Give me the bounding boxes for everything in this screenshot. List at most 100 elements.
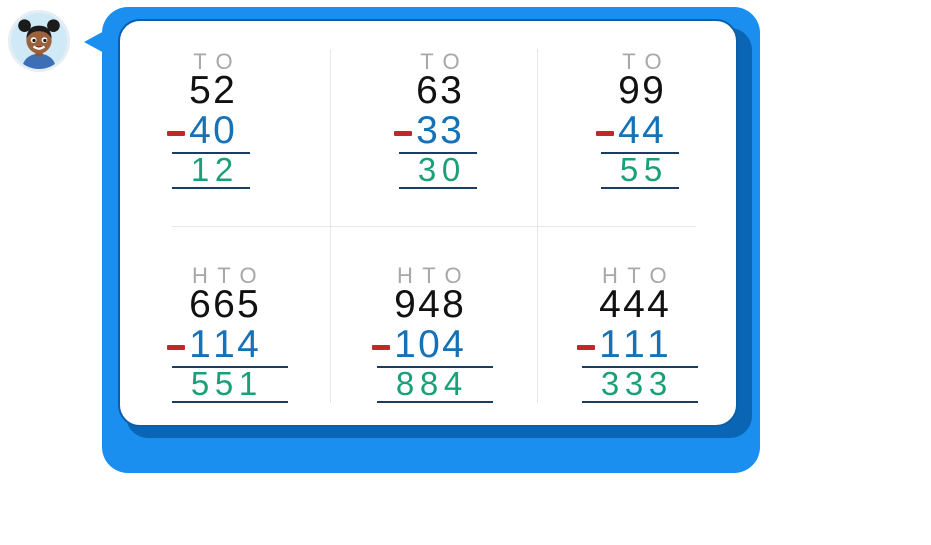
minuend: 6 3 xyxy=(415,69,463,113)
digit: 1 xyxy=(647,323,669,366)
header-tens: T xyxy=(422,263,436,288)
digit: 5 xyxy=(214,365,234,402)
digit: 3 xyxy=(648,365,668,402)
header-hundreds: H xyxy=(192,263,208,288)
place-value-headers: H T O xyxy=(188,263,260,289)
digit: 5 xyxy=(190,365,210,402)
header-ones: O xyxy=(239,263,257,288)
answer-line-bottom xyxy=(377,401,493,403)
digit: 8 xyxy=(395,365,415,402)
difference: 5 5 xyxy=(617,151,665,189)
speech-bubble-tail xyxy=(84,30,106,54)
place-value-headers: T O xyxy=(617,49,665,75)
header-ones: O xyxy=(442,49,460,74)
digit: 8 xyxy=(442,283,464,326)
digit: 1 xyxy=(190,151,210,188)
minuend: 9 9 xyxy=(617,69,665,113)
answer-line-bottom xyxy=(582,401,698,403)
digit: 5 xyxy=(619,151,639,188)
digit: 4 xyxy=(443,365,463,402)
answer-line-bottom xyxy=(172,401,288,403)
digit: 9 xyxy=(618,69,640,112)
subtrahend: 4 4 xyxy=(617,109,665,153)
answer-line-top xyxy=(172,152,250,154)
subtrahend: 1 1 4 xyxy=(188,323,260,367)
digit: 4 xyxy=(642,109,664,152)
answer-line-top xyxy=(399,152,477,154)
header-hundreds: H xyxy=(397,263,413,288)
difference: 1 2 xyxy=(188,151,236,189)
digit: 6 xyxy=(189,283,211,326)
digit: 0 xyxy=(418,323,440,366)
digit: 3 xyxy=(417,151,437,188)
difference: 5 5 1 xyxy=(188,365,260,403)
digit: 5 xyxy=(237,283,259,326)
difference: 3 3 3 xyxy=(598,365,670,403)
place-value-headers: H T O xyxy=(393,263,465,289)
answer-line-bottom xyxy=(172,187,250,189)
answer-line-top xyxy=(172,366,288,368)
digit: 1 xyxy=(623,323,645,366)
digit: 5 xyxy=(643,151,663,188)
digit: 3 xyxy=(600,365,620,402)
minuend: 5 2 xyxy=(188,69,236,113)
digit: 1 xyxy=(189,323,211,366)
place-value-headers: T O xyxy=(188,49,236,75)
answer-line-top xyxy=(582,366,698,368)
digit: 4 xyxy=(237,323,259,366)
minuend: 6 6 5 xyxy=(188,283,260,327)
digit: 4 xyxy=(599,283,621,326)
header-ones: O xyxy=(649,263,667,288)
header-tens: T xyxy=(627,263,641,288)
digit: 1 xyxy=(599,323,621,366)
digit: 0 xyxy=(441,151,461,188)
subtrahend: 1 1 1 xyxy=(598,323,670,367)
digit: 4 xyxy=(189,109,211,152)
digit: 6 xyxy=(416,69,438,112)
answer-line-top xyxy=(601,152,679,154)
digit: 9 xyxy=(642,69,664,112)
header-ones: O xyxy=(444,263,462,288)
place-value-headers: T O xyxy=(415,49,463,75)
digit: 2 xyxy=(213,69,235,112)
header-ones: O xyxy=(644,49,662,74)
place-value-headers: H T O xyxy=(598,263,670,289)
subtrahend: 3 3 xyxy=(415,109,463,153)
answer-line-bottom xyxy=(399,187,477,189)
subtrahend: 4 0 xyxy=(188,109,236,153)
minus-sign xyxy=(372,345,390,350)
answer-line-top xyxy=(377,366,493,368)
digit: 4 xyxy=(618,109,640,152)
divider-horizontal xyxy=(172,226,696,227)
answer-line-bottom xyxy=(601,187,679,189)
digit: 4 xyxy=(418,283,440,326)
digit: 5 xyxy=(189,69,211,112)
girl-avatar-icon xyxy=(11,13,67,69)
digit: 6 xyxy=(213,283,235,326)
difference: 3 0 xyxy=(415,151,463,189)
digit: 8 xyxy=(419,365,439,402)
digit: 4 xyxy=(442,323,464,366)
digit: 4 xyxy=(647,283,669,326)
digit: 3 xyxy=(440,69,462,112)
digit: 3 xyxy=(624,365,644,402)
digit: 1 xyxy=(394,323,416,366)
minuend: 4 4 4 xyxy=(598,283,670,327)
header-tens: T xyxy=(622,49,636,74)
minus-sign xyxy=(596,131,614,136)
header-hundreds: H xyxy=(602,263,618,288)
minus-sign xyxy=(167,131,185,136)
digit: 0 xyxy=(213,109,235,152)
digit: 3 xyxy=(440,109,462,152)
digit: 2 xyxy=(214,151,234,188)
digit: 9 xyxy=(394,283,416,326)
subtrahend: 1 0 4 xyxy=(393,323,465,367)
header-tens: T xyxy=(420,49,434,74)
digit: 1 xyxy=(213,323,235,366)
digit: 4 xyxy=(623,283,645,326)
minus-sign xyxy=(394,131,412,136)
header-ones: O xyxy=(215,49,233,74)
minuend: 9 4 8 xyxy=(393,283,465,327)
digit: 1 xyxy=(238,365,258,402)
minus-sign xyxy=(167,345,185,350)
